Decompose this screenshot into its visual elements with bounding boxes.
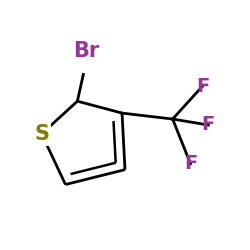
Text: S: S [34,124,49,144]
Text: Br: Br [73,40,100,60]
Text: F: F [202,116,215,134]
Text: F: F [184,154,197,173]
Text: F: F [196,77,209,96]
